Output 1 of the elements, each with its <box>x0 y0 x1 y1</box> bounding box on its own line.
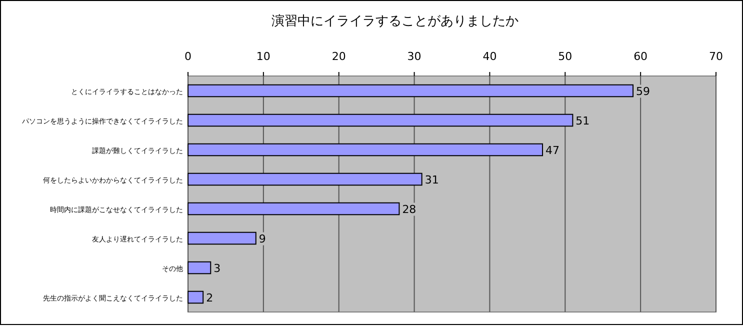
title: 演習中にイライラすることがありましたか <box>272 14 518 29</box>
